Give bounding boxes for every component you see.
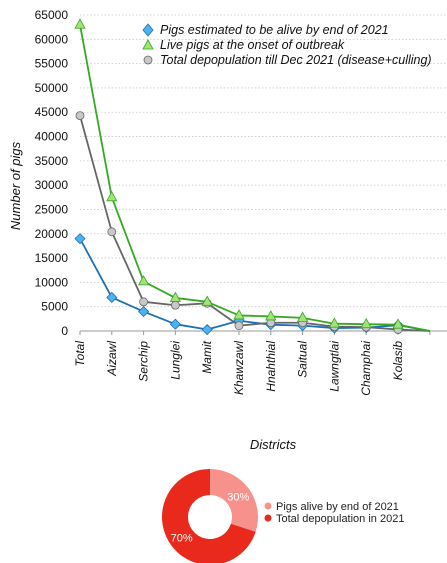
donut-slice (162, 469, 256, 563)
x-tick-label: Champhai (359, 341, 373, 396)
x-tick-label: Mamit (200, 340, 214, 373)
y-tick-label: 50000 (35, 81, 69, 95)
y-tick-label: 0 (61, 324, 68, 338)
donut-slice-label: 30% (227, 491, 249, 503)
x-tick-label: Lawngtlai (327, 341, 341, 392)
data-point (328, 317, 341, 328)
donut-legend-label-alive: Pigs alive by end of 2021 (276, 501, 399, 513)
x-tick-label: Saitual (296, 341, 310, 378)
legend-marker-diamond (142, 23, 154, 37)
x-axis-title: Districts (250, 437, 297, 452)
legend-label-live-onset: Live pigs at the onset of outbreak (160, 38, 345, 52)
y-tick-label: 45000 (35, 105, 69, 119)
y-tick-label: 5000 (41, 300, 68, 314)
data-point (137, 275, 150, 286)
data-point (170, 300, 180, 310)
x-tick-label: Serchip (137, 341, 151, 382)
y-tick-label: 15000 (35, 251, 69, 265)
data-point (138, 305, 150, 318)
y-tick-label: 25000 (35, 202, 69, 216)
data-point (74, 233, 86, 245)
data-point (201, 323, 213, 336)
series-0 (74, 233, 430, 336)
y-tick-label: 40000 (35, 130, 69, 144)
donut-legend-item-alive: Pigs alive by end of 2021 (264, 501, 399, 513)
donut-slice-label: 70% (171, 533, 193, 545)
series-line (79, 24, 430, 332)
legend-marker-triangle (142, 39, 154, 50)
legend-label-depopulation: Total depopulation till Dec 2021 (diseas… (160, 53, 432, 67)
donut-legend-label-depopulation: Total depopulation in 2021 (276, 513, 404, 525)
data-point (75, 111, 85, 121)
y-tick-label: 35000 (35, 154, 69, 168)
x-axis: Total Aizawl Serchip Lunglei Mamit Khawzawl Hn… (73, 330, 447, 396)
donut-legend-swatch-depopulation (264, 514, 272, 522)
data-point (296, 311, 309, 322)
x-tick-label: Kolasib (391, 341, 405, 381)
chart-legend: Pigs estimated to be alive by end of 202… (142, 23, 432, 67)
y-tick-label: 60000 (35, 32, 69, 46)
donut-legend-swatch-alive (264, 502, 272, 510)
y-tick-label: 65000 (35, 8, 69, 22)
data-point (169, 291, 182, 302)
legend-item-alive: Pigs estimated to be alive by end of 202… (142, 23, 389, 37)
y-tick-label: 30000 (35, 178, 69, 192)
data-point (392, 318, 404, 329)
donut-chart: 30% 70% (162, 469, 258, 563)
data-point (106, 190, 118, 202)
data-point (201, 295, 213, 306)
data-point (234, 321, 244, 331)
series-line (79, 115, 430, 332)
data-point (360, 317, 372, 329)
data-point (233, 309, 245, 320)
donut-legend: Pigs alive by end of 2021 Total depopula… (264, 501, 404, 525)
legend-item-live-onset: Live pigs at the onset of outbreak (142, 38, 345, 52)
gridlines (80, 14, 447, 308)
donut-slice (210, 469, 258, 532)
legend-marker-circle (143, 55, 153, 65)
x-tick-label: Lunglei (168, 341, 182, 380)
x-tick-label: Total (73, 341, 87, 367)
series-1 (74, 18, 430, 332)
y-axis-ticks: 0 5000 10000 15000 20000 25000 30000 35000 40000… (35, 8, 69, 338)
data-point (106, 291, 118, 304)
y-tick-label: 55000 (35, 57, 69, 71)
y-tick-label: 20000 (35, 227, 69, 241)
x-tick-label: Hnahthial (264, 341, 278, 392)
y-tick-label: 10000 (35, 275, 69, 289)
data-point (139, 297, 149, 307)
y-axis-title: Number of pigs (8, 141, 23, 230)
legend-item-depopulation: Total depopulation till Dec 2021 (diseas… (143, 53, 432, 67)
data-point (169, 318, 181, 330)
data-point (107, 227, 117, 237)
x-tick-label: Aizawl (105, 341, 119, 377)
x-tick-label: Khawzawl (232, 341, 246, 395)
data-point (265, 310, 277, 321)
series-2 (75, 111, 430, 334)
donut-legend-item-depopulation: Total depopulation in 2021 (264, 513, 404, 525)
series-lines (74, 18, 430, 336)
legend-label-alive: Pigs estimated to be alive by end of 202… (160, 23, 389, 37)
data-point (74, 18, 86, 29)
